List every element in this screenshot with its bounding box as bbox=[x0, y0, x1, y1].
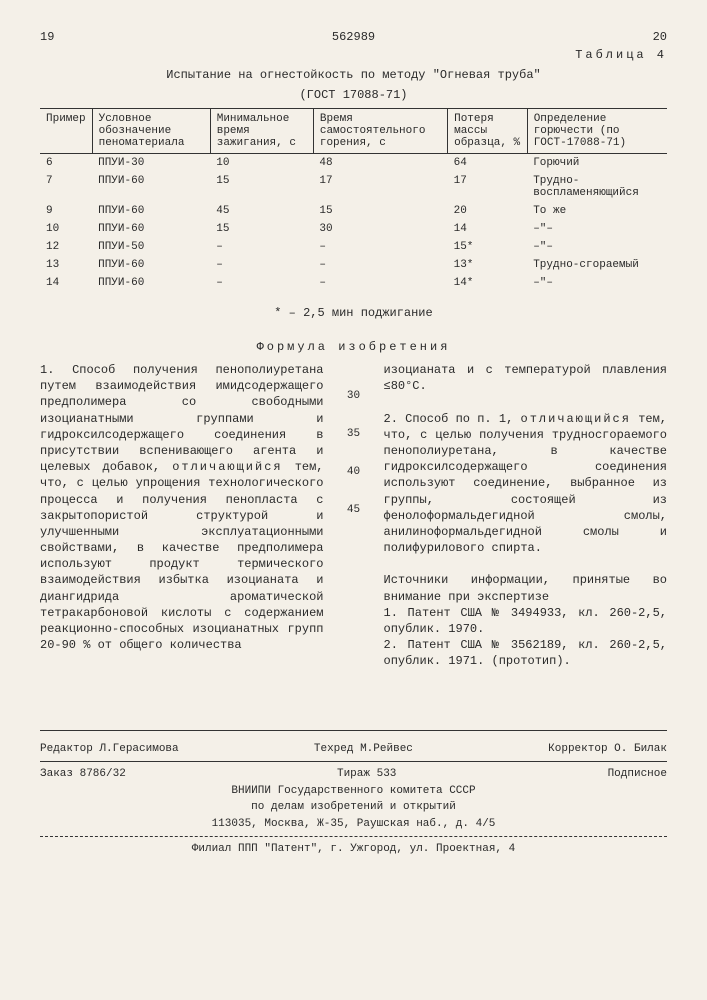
table-cell: – bbox=[210, 238, 313, 256]
table-cell: 7 bbox=[40, 172, 92, 202]
table-header: Потеря массы образца, % bbox=[448, 109, 528, 154]
table-cell: ППУИ-50 bbox=[92, 238, 210, 256]
table-cell: 48 bbox=[313, 154, 447, 173]
table-row: 13ППУИ-60––13*Трудно-сгораемый bbox=[40, 256, 667, 274]
right-column: изоцианата и с температурой плавления ≤8… bbox=[384, 362, 668, 670]
table-cell: 15 bbox=[210, 172, 313, 202]
table-cell: 17 bbox=[448, 172, 528, 202]
table-cell: 12 bbox=[40, 238, 92, 256]
table-cell: 14 bbox=[448, 220, 528, 238]
table-cell: –"– bbox=[527, 274, 667, 292]
table-header: Определение горючести (по ГОСТ-17088-71) bbox=[527, 109, 667, 154]
table-cell: 30 bbox=[313, 220, 447, 238]
doc-number: 562989 bbox=[54, 30, 652, 44]
left-column: 1. Способ получения пенополиуретана путе… bbox=[40, 362, 324, 670]
table-header: Пример bbox=[40, 109, 92, 154]
table-cell: 13 bbox=[40, 256, 92, 274]
addr: 113035, Москва, Ж-35, Раушская наб., д. … bbox=[40, 816, 667, 833]
table-cell: 64 bbox=[448, 154, 528, 173]
table-cell: ППУИ-60 bbox=[92, 220, 210, 238]
footer: Редактор Л.Герасимова Техред М.Рейвес Ко… bbox=[40, 741, 667, 858]
table-row: 12ППУИ-50––15*–"– bbox=[40, 238, 667, 256]
table-cell: 9 bbox=[40, 202, 92, 220]
table-cell: – bbox=[210, 274, 313, 292]
table-row: 6ППУИ-30104864Горючий bbox=[40, 154, 667, 173]
table-cell: ППУИ-60 bbox=[92, 172, 210, 202]
fire-test-table: ПримерУсловное обозначение пеноматериала… bbox=[40, 108, 667, 292]
table-cell: То же bbox=[527, 202, 667, 220]
table-subtitle: (ГОСТ 17088-71) bbox=[40, 88, 667, 102]
table-row: 9ППУИ-60451520То же bbox=[40, 202, 667, 220]
table-cell: ППУИ-60 bbox=[92, 202, 210, 220]
table-cell: – bbox=[313, 274, 447, 292]
table-cell: 10 bbox=[40, 220, 92, 238]
formula-title: Формула изобретения bbox=[40, 340, 667, 354]
table-cell: ППУИ-60 bbox=[92, 256, 210, 274]
editor: Редактор Л.Герасимова bbox=[40, 741, 179, 758]
podpisnoe: Подписное bbox=[608, 766, 667, 783]
table-cell: ППУИ-30 bbox=[92, 154, 210, 173]
table-cell: – bbox=[313, 238, 447, 256]
table-row: 10ППУИ-60153014–"– bbox=[40, 220, 667, 238]
table-cell: 15 bbox=[313, 202, 447, 220]
table-cell: Трудно-сгораемый bbox=[527, 256, 667, 274]
table-cell: ППУИ-60 bbox=[92, 274, 210, 292]
tech: Техред М.Рейвес bbox=[314, 741, 413, 758]
divider bbox=[40, 730, 667, 731]
table-cell: 14 bbox=[40, 274, 92, 292]
line-numbers: 30354045 bbox=[344, 362, 364, 670]
table-cell: 15 bbox=[210, 220, 313, 238]
table-cell: 15* bbox=[448, 238, 528, 256]
table-cell: Трудно-воспламеняющийся bbox=[527, 172, 667, 202]
org1: ВНИИПИ Государственного комитета СССР bbox=[40, 783, 667, 800]
table-cell: 14* bbox=[448, 274, 528, 292]
corrector: Корректор О. Билак bbox=[548, 741, 667, 758]
page-right: 20 bbox=[653, 30, 667, 44]
table-label: Таблица 4 bbox=[40, 48, 667, 62]
filial: Филиал ППП "Патент", г. Ужгород, ул. Про… bbox=[40, 841, 667, 858]
table-header: Минимальное время зажигания, с bbox=[210, 109, 313, 154]
tirazh: Тираж 533 bbox=[337, 766, 396, 783]
table-cell: –"– bbox=[527, 238, 667, 256]
table-row: 14ППУИ-60––14*–"– bbox=[40, 274, 667, 292]
table-cell: 13* bbox=[448, 256, 528, 274]
org2: по делам изобретений и открытий bbox=[40, 799, 667, 816]
table-cell: Горючий bbox=[527, 154, 667, 173]
table-cell: 45 bbox=[210, 202, 313, 220]
table-cell: –"– bbox=[527, 220, 667, 238]
table-cell: 17 bbox=[313, 172, 447, 202]
table-cell: 20 bbox=[448, 202, 528, 220]
table-title: Испытание на огнестойкость по методу "Ог… bbox=[40, 68, 667, 82]
table-header: Время самостоятельного горения, с bbox=[313, 109, 447, 154]
table-header: Условное обозначение пеноматериала bbox=[92, 109, 210, 154]
table-cell: 6 bbox=[40, 154, 92, 173]
table-cell: – bbox=[210, 256, 313, 274]
order: Заказ 8786/32 bbox=[40, 766, 126, 783]
table-footnote: * – 2,5 мин поджигание bbox=[40, 306, 667, 320]
table-row: 7ППУИ-60151717Трудно-воспламеняющийся bbox=[40, 172, 667, 202]
page-left: 19 bbox=[40, 30, 54, 44]
table-cell: – bbox=[313, 256, 447, 274]
table-cell: 10 bbox=[210, 154, 313, 173]
